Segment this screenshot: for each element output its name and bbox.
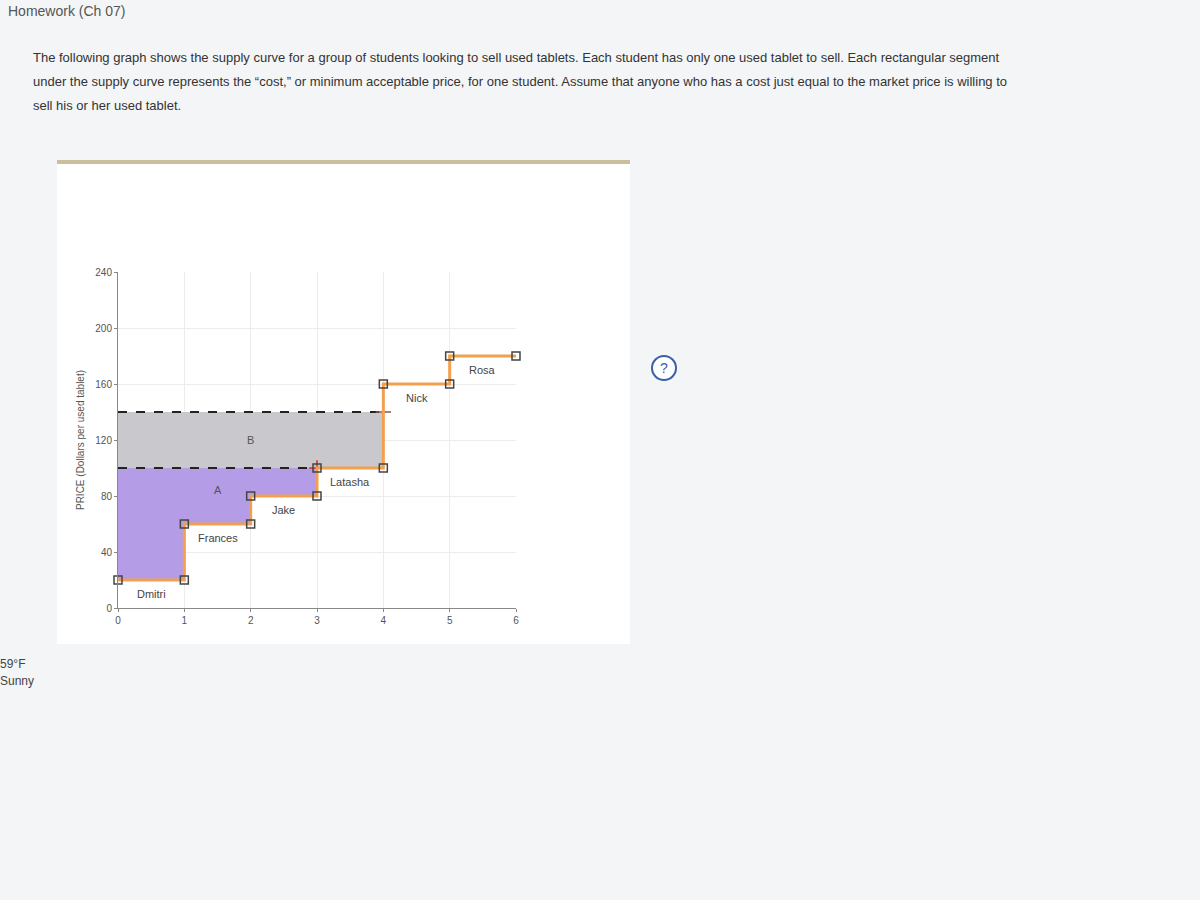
svg-text:A: A <box>214 484 222 496</box>
svg-text:Rosa: Rosa <box>469 364 496 376</box>
svg-text:3: 3 <box>314 615 320 626</box>
svg-text:40: 40 <box>101 547 113 558</box>
svg-text:Nick: Nick <box>406 392 428 404</box>
svg-text:1: 1 <box>182 615 188 626</box>
svg-text:6: 6 <box>513 615 519 626</box>
svg-text:Frances: Frances <box>198 532 238 544</box>
html-text:59°F: 59°F <box>0 657 26 671</box>
html-text:Sunny: Sunny <box>0 674 34 688</box>
svg-text:Latasha: Latasha <box>330 476 370 488</box>
svg-text:0: 0 <box>106 603 112 614</box>
svg-text:Jake: Jake <box>272 504 295 516</box>
svg-text:240: 240 <box>95 267 112 278</box>
svg-text:5: 5 <box>447 615 453 626</box>
svg-text:120: 120 <box>95 435 112 446</box>
svg-text:Dmitri: Dmitri <box>137 588 166 600</box>
html-text:The following graph shows the: The following graph shows the supply cur… <box>33 50 1008 113</box>
svg-text:200: 200 <box>95 323 112 334</box>
svg-text:80: 80 <box>101 491 113 502</box>
svg-text:160: 160 <box>95 379 112 390</box>
svg-text:B: B <box>247 434 254 446</box>
svg-text:0: 0 <box>115 615 121 626</box>
svg-text:PRICE (Dollars per used tablet: PRICE (Dollars per used tablet) <box>75 370 86 510</box>
svg-text:4: 4 <box>381 615 387 626</box>
html-text:Homework (Ch 07): Homework (Ch 07) <box>8 3 126 19</box>
svg-text:2: 2 <box>248 615 254 626</box>
